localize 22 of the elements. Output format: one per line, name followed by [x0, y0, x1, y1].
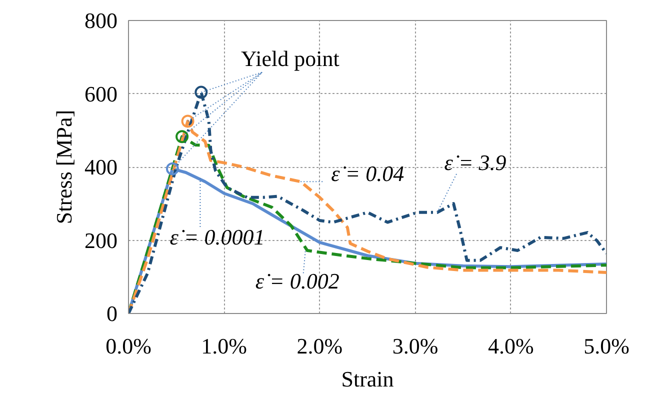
x-tick-label: 1.0% — [201, 334, 248, 358]
y-axis-title: Stress [MPa] — [52, 110, 76, 224]
y-tick-label: 200 — [84, 228, 118, 253]
y-tick-label: 600 — [84, 81, 118, 106]
annotation: ε̇ = 0.04 — [331, 161, 404, 186]
x-tick-label: 5.0% — [584, 334, 630, 358]
point — [181, 114, 194, 128]
x-tick-label: 3.0% — [392, 334, 438, 358]
annotation: ε̇ = 0.002 — [255, 268, 340, 294]
y-tick-label: 800 — [84, 8, 118, 33]
annotation: Yield point — [240, 46, 340, 71]
x-axis-title: Strain — [341, 366, 394, 392]
x-tick-label: 0.0% — [106, 334, 152, 358]
y-tick-label: 400 — [84, 154, 118, 180]
point — [194, 86, 208, 99]
y-tick-label: 0 — [106, 301, 118, 326]
x-tick-label: 4.0% — [488, 334, 534, 358]
point — [166, 162, 179, 176]
annotation: ε̇ = 3.9 — [444, 150, 506, 175]
annotation: ε̇ = 0.0001 — [170, 224, 265, 250]
x-tick-label: 2.0% — [296, 334, 343, 358]
point — [176, 130, 189, 144]
